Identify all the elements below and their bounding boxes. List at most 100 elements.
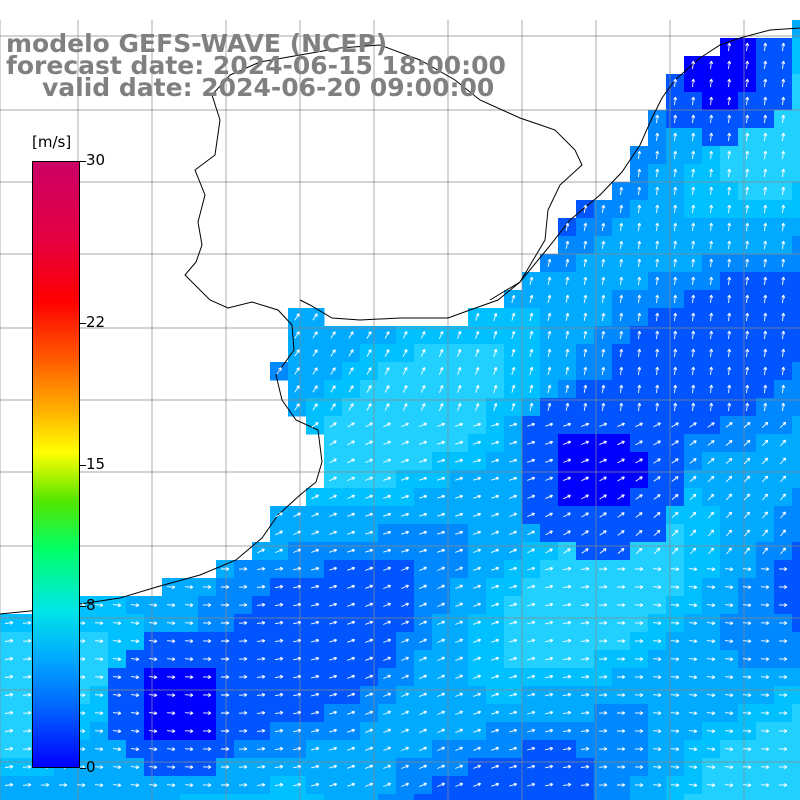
speed-cell [792, 308, 800, 327]
wind-arrow [743, 475, 751, 483]
wind-arrow [401, 656, 410, 661]
wind-arrow [455, 440, 464, 445]
wind-arrow [256, 602, 266, 607]
wind-arrow [617, 729, 626, 733]
wind-arrow [688, 567, 698, 572]
wind-arrow [745, 276, 750, 286]
wind-arrow [202, 747, 212, 751]
colorbar-tick-mark [80, 464, 86, 466]
wind-arrow [725, 422, 733, 428]
wind-arrow [365, 566, 374, 571]
wind-arrow [473, 530, 482, 535]
wind-arrow [781, 366, 786, 376]
speed-cell [792, 254, 800, 273]
wind-arrow [545, 764, 554, 769]
wind-arrow [581, 548, 589, 554]
wind-arrow [383, 656, 392, 661]
wind-arrow [457, 348, 462, 357]
wind-arrow [670, 675, 680, 680]
speed-cell [792, 740, 800, 759]
wind-arrow [437, 656, 446, 661]
wind-arrow [256, 782, 266, 787]
wind-arrow [529, 294, 534, 304]
wind-arrow [706, 693, 716, 698]
wind-arrow [562, 638, 572, 643]
wind-arrow [509, 746, 518, 751]
wind-arrow [724, 765, 734, 770]
wind-arrow [383, 458, 392, 463]
wind-arrow [383, 764, 392, 769]
wind-arrow [547, 384, 552, 394]
wind-arrow [473, 620, 482, 625]
wind-arrow [365, 656, 374, 661]
wind-arrow [724, 747, 734, 752]
wind-arrow [130, 639, 140, 644]
wind-arrow [330, 331, 336, 339]
wind-arrow [599, 494, 607, 500]
wind-arrow [619, 294, 624, 303]
wind-arrow [94, 639, 104, 644]
wind-arrow [580, 692, 590, 697]
wind-arrow [526, 764, 536, 769]
wind-arrow [652, 765, 662, 770]
wind-arrow [745, 348, 750, 358]
wind-arrow [330, 385, 336, 393]
wind-arrow [671, 547, 679, 555]
speed-cell [468, 794, 487, 800]
wind-arrow [221, 765, 230, 769]
wind-arrow [526, 620, 536, 625]
wind-arrow [384, 367, 390, 375]
wind-arrow [547, 402, 552, 412]
speed-cell [180, 794, 199, 800]
wind-arrow [329, 692, 338, 697]
wind-arrow [509, 422, 518, 427]
wind-arrow [601, 348, 606, 357]
wind-arrow [762, 529, 768, 537]
wind-arrow [293, 566, 302, 571]
wind-arrow [4, 782, 14, 787]
wind-arrow [311, 494, 319, 500]
wind-arrow [727, 348, 732, 358]
wind-arrow [617, 711, 626, 715]
wind-arrow [473, 764, 482, 769]
wind-arrow [581, 422, 590, 427]
wind-arrow [601, 366, 606, 375]
wind-arrow [655, 258, 660, 268]
wind-arrow [745, 240, 750, 250]
wind-arrow [4, 746, 14, 751]
wind-arrow [670, 585, 680, 590]
wind-arrow [238, 764, 248, 769]
wind-arrow [491, 548, 500, 554]
wind-arrow [401, 548, 410, 553]
wind-arrow [493, 348, 498, 357]
wind-arrow [745, 366, 750, 376]
wind-arrow [709, 60, 714, 70]
wind-arrow [725, 439, 733, 446]
wind-arrow [673, 132, 678, 142]
wind-arrow [274, 620, 284, 625]
wind-arrow [670, 747, 680, 752]
wind-arrow [763, 222, 768, 232]
wind-arrow [653, 494, 661, 500]
wind-arrow [491, 422, 500, 427]
wind-arrow [742, 585, 752, 590]
wind-arrow [562, 692, 572, 697]
wind-arrow [329, 602, 338, 607]
wind-arrow [617, 675, 626, 679]
wind-arrow [148, 639, 158, 644]
wind-arrow [565, 312, 570, 322]
speed-cell [324, 794, 343, 800]
wind-arrow [545, 656, 554, 661]
speed-cell [126, 794, 145, 800]
wind-arrow [545, 566, 554, 571]
wind-arrow [580, 566, 590, 571]
wind-arrow [293, 674, 302, 679]
wind-arrow [438, 366, 444, 375]
wind-arrow [619, 240, 624, 249]
wind-arrow [383, 710, 392, 715]
wind-arrow [526, 602, 536, 607]
wind-arrow [221, 603, 230, 607]
wind-arrow [455, 746, 464, 751]
wind-arrow [202, 729, 212, 733]
